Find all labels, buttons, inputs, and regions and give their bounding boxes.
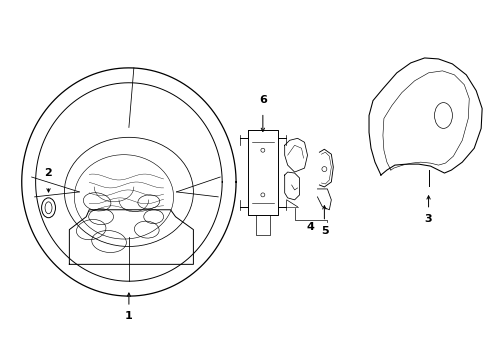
Text: 5: 5: [321, 226, 328, 235]
Text: 2: 2: [44, 168, 52, 178]
Text: 1: 1: [124, 311, 132, 321]
Text: 6: 6: [258, 95, 266, 105]
Text: 3: 3: [424, 214, 431, 224]
Text: 4: 4: [306, 222, 314, 231]
